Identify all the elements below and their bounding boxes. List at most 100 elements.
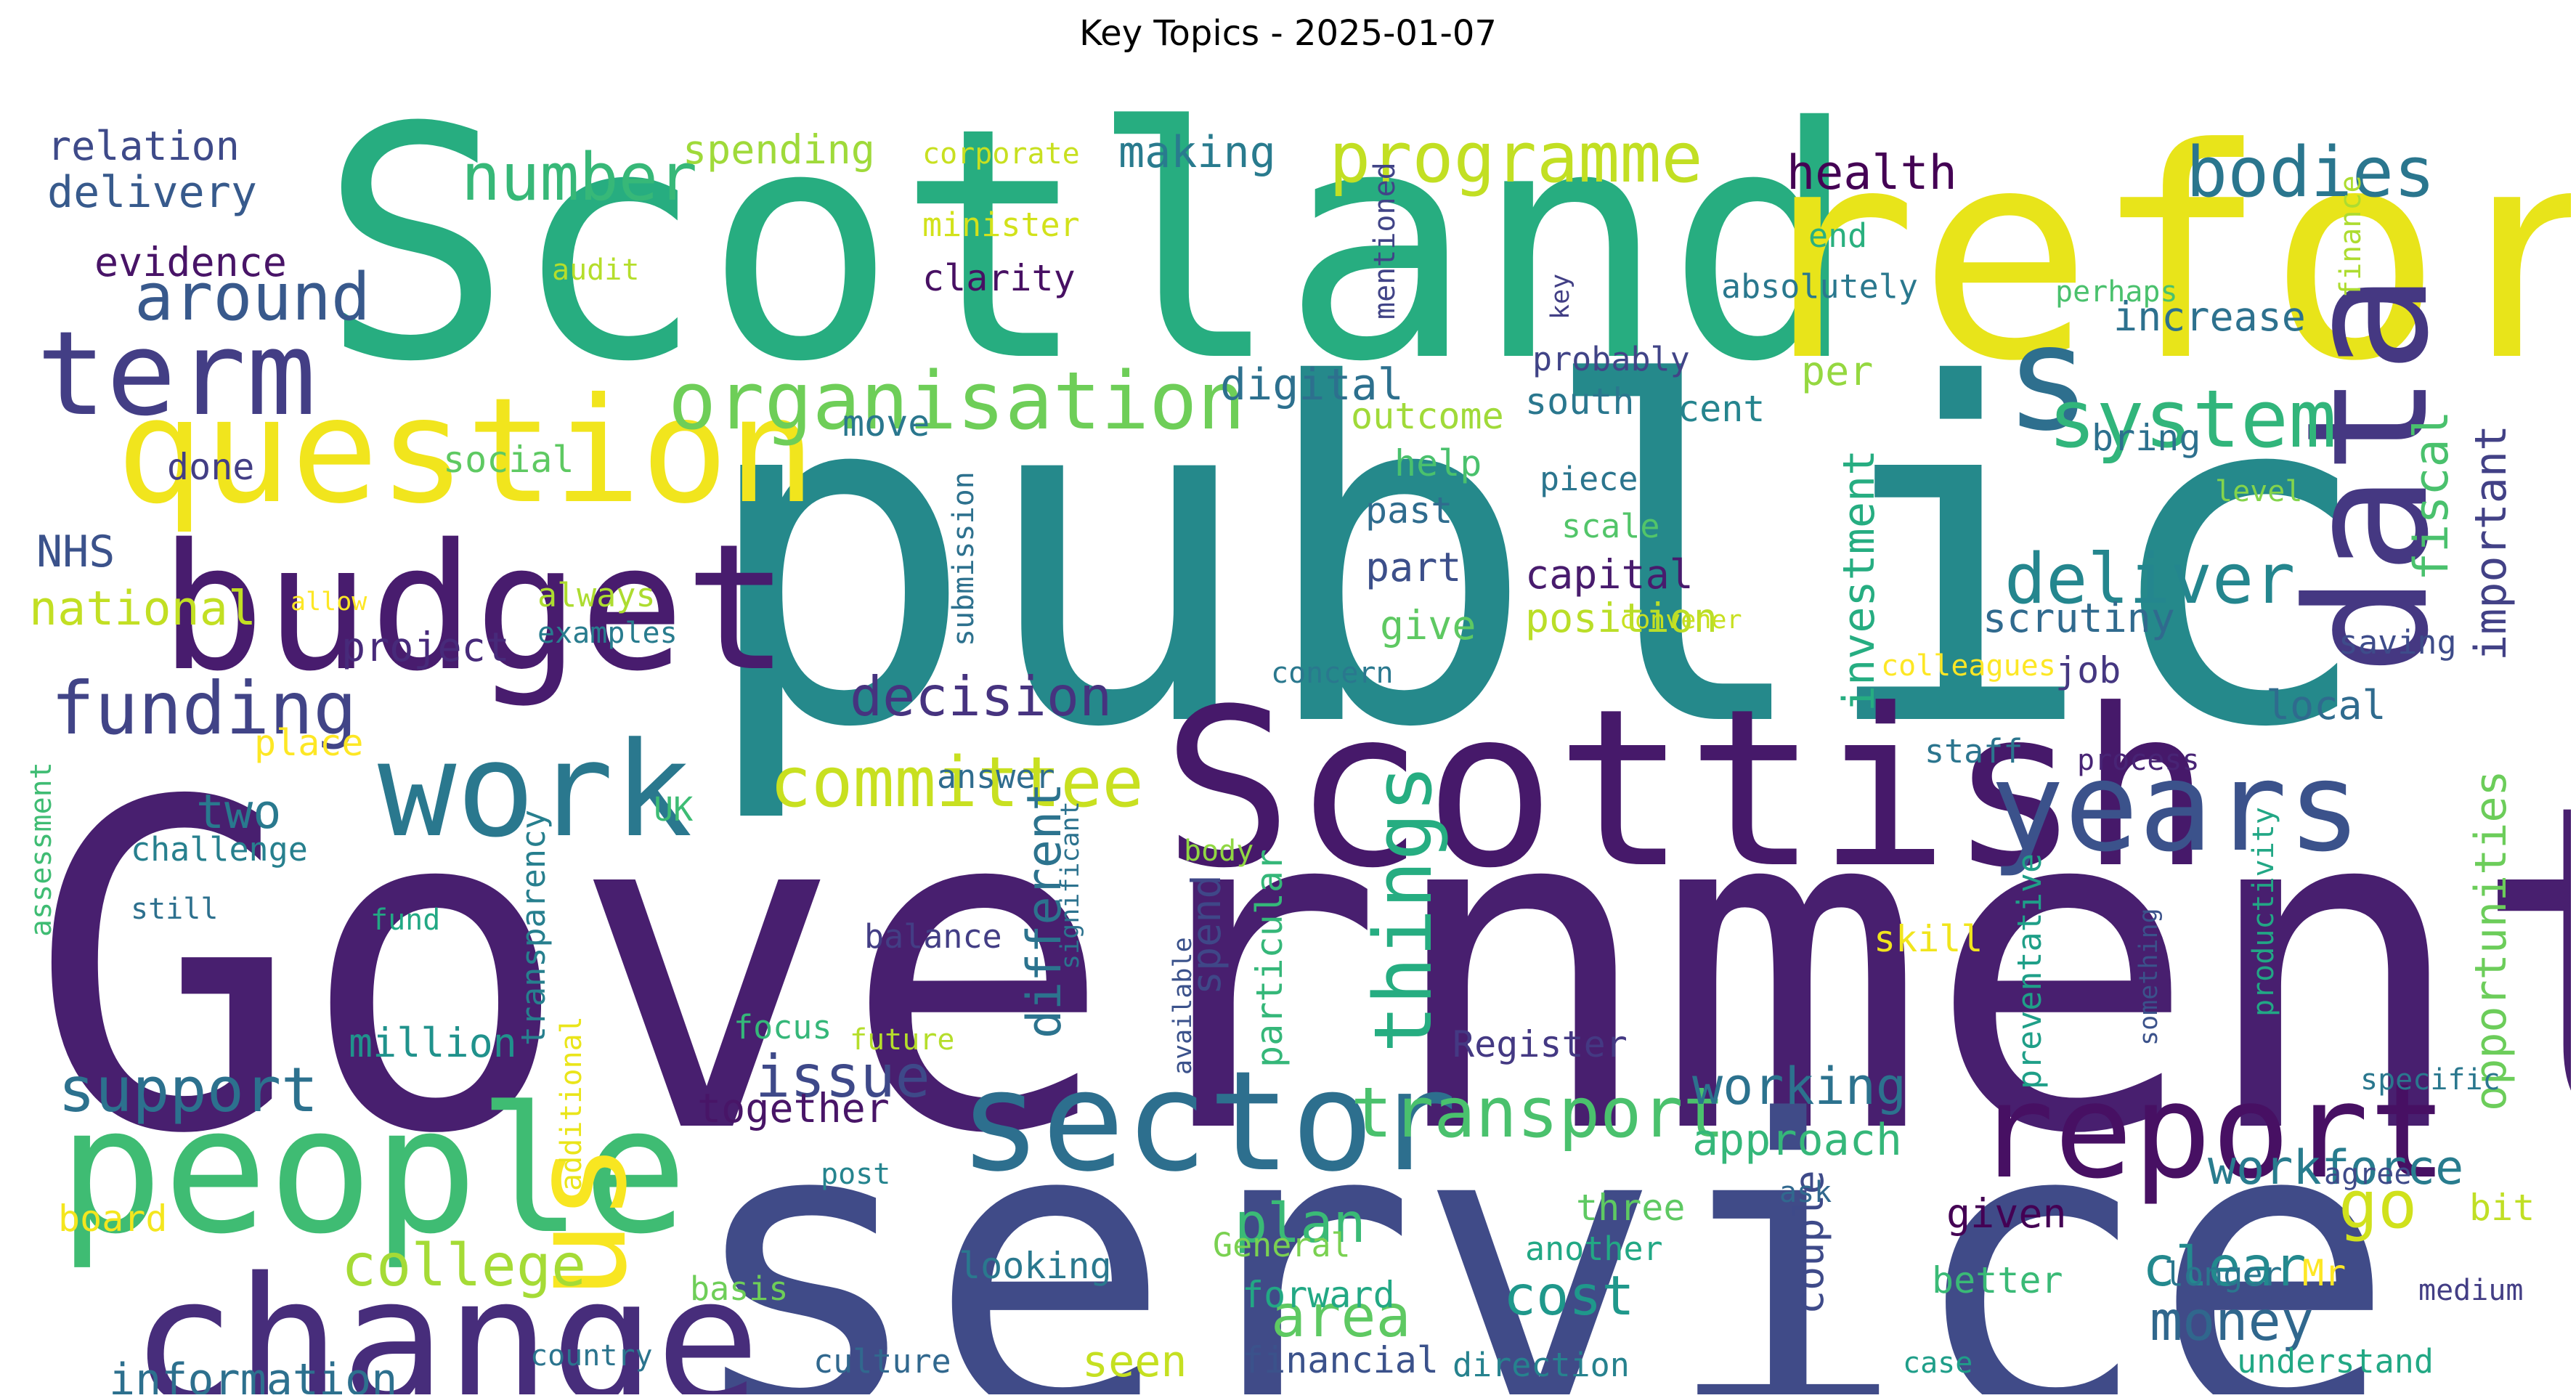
word-done: done	[167, 446, 254, 488]
word-mr: Mr	[2302, 1252, 2346, 1294]
word-still: still	[131, 893, 218, 926]
word-investment: investment	[1834, 450, 1885, 712]
word-preventative: preventative	[2010, 853, 2049, 1089]
word-support: support	[58, 1054, 318, 1126]
word-balance: balance	[864, 917, 1002, 956]
word-relation: relation	[47, 123, 240, 169]
word-years: years	[1990, 736, 2362, 879]
word-decision: decision	[850, 665, 1112, 728]
word-programme: programme	[1329, 118, 1703, 198]
word-couple: couple	[1786, 1170, 1832, 1314]
word-seen: seen	[1082, 1336, 1187, 1387]
word-always: always	[537, 576, 656, 614]
word-corporate: corporate	[922, 137, 1080, 171]
word-convener: convener	[1620, 606, 1742, 635]
word-system: system	[2048, 373, 2336, 466]
word-cent: cent	[1678, 388, 1765, 430]
word-organisation: organisation	[668, 354, 1246, 447]
word-submission: submission	[947, 471, 980, 646]
word-term: term	[36, 306, 316, 442]
word-go: go	[2339, 1167, 2417, 1243]
word-agree: agree	[2324, 1158, 2411, 1191]
word-focus: focus	[734, 1008, 832, 1047]
word-end: end	[1808, 216, 1867, 255]
word-report: report	[1975, 1056, 2447, 1208]
word-making: making	[1118, 127, 1276, 178]
word-medium: medium	[2418, 1274, 2524, 1307]
word-question: question	[116, 367, 816, 536]
word-finance: finance	[2334, 175, 2368, 298]
word-delivery: delivery	[47, 167, 257, 218]
word-cost: cost	[1503, 1264, 1635, 1328]
word-job: job	[2055, 649, 2121, 691]
word-around: around	[134, 259, 370, 336]
word-past: past	[1365, 489, 1452, 532]
word-given: given	[1946, 1190, 2067, 1237]
word-government: Government	[29, 709, 2571, 1232]
word-together: together	[697, 1085, 890, 1131]
word-south: south	[1525, 381, 1635, 423]
word-public: public	[697, 288, 2376, 829]
word-culture: culture	[813, 1342, 951, 1381]
word-work: work	[378, 715, 692, 866]
word-give: give	[1380, 602, 1476, 649]
word-scotland: Scotland	[320, 80, 1858, 431]
word-significant: significant	[1056, 801, 1085, 970]
word-three: three	[1576, 1187, 1686, 1229]
word-scale: scale	[1561, 507, 1659, 545]
word-transparency: transparency	[514, 810, 553, 1046]
word-bit: bit	[2469, 1187, 2535, 1229]
word-examples: examples	[537, 617, 678, 650]
word-board: board	[58, 1198, 168, 1240]
word-particular: particular	[1248, 849, 1291, 1068]
word-capital: capital	[1525, 551, 1694, 598]
word-increase: increase	[2113, 293, 2306, 340]
word-nhs: NHS	[36, 527, 115, 577]
word-fund: fund	[370, 903, 440, 937]
word-fiscal: fiscal	[2405, 410, 2459, 581]
word-important: important	[2466, 425, 2516, 661]
word-national: national	[29, 582, 256, 636]
word-million: million	[349, 1020, 517, 1066]
word-future: future	[850, 1023, 955, 1057]
word-transport: transport	[1351, 1073, 1725, 1153]
word-general: General	[1213, 1226, 1351, 1264]
word-help: help	[1394, 442, 1482, 484]
word-college: college	[341, 1232, 586, 1299]
word-number: number	[461, 139, 697, 216]
word-workforce: workforce	[2208, 1141, 2463, 1195]
word-scottish: Scottish	[1162, 662, 2211, 916]
word-available: available	[1169, 937, 1198, 1075]
word-approach: approach	[1692, 1115, 1902, 1166]
word-bodies: bodies	[2186, 133, 2435, 213]
word-piece: piece	[1540, 460, 1638, 498]
word-register: Register	[1452, 1023, 1628, 1065]
word-something: something	[2134, 908, 2163, 1046]
word-uk: UK	[654, 790, 693, 829]
word-move: move	[842, 402, 930, 444]
word-concern: concern	[1271, 657, 1394, 690]
word-staff: staff	[1925, 732, 2023, 771]
word-key: key	[1546, 274, 1575, 320]
word-spend: spend	[1183, 874, 1230, 995]
word-project: project	[341, 624, 510, 670]
word-per: per	[1801, 348, 1873, 394]
word-funding: funding	[51, 666, 357, 751]
word-evidence: evidence	[94, 239, 287, 285]
word-social: social	[443, 439, 574, 481]
word-committee: committee	[770, 743, 1144, 823]
word-answer: answer	[937, 757, 1055, 796]
word-part: part	[1365, 544, 1461, 590]
word-financial: financial	[1242, 1339, 1439, 1381]
word-plan: plan	[1235, 1191, 1366, 1255]
word-case: case	[1903, 1346, 1972, 1380]
word-body: body	[1184, 834, 1254, 868]
word-different: different	[1017, 783, 1072, 1039]
word-budget: budget	[160, 506, 789, 710]
word-sector: sector	[959, 1041, 1457, 1202]
word-two: two	[196, 785, 281, 840]
word-mentioned: mentioned	[1368, 162, 1402, 320]
word-direction: direction	[1452, 1346, 1630, 1384]
word-challenge: challenge	[131, 830, 308, 869]
